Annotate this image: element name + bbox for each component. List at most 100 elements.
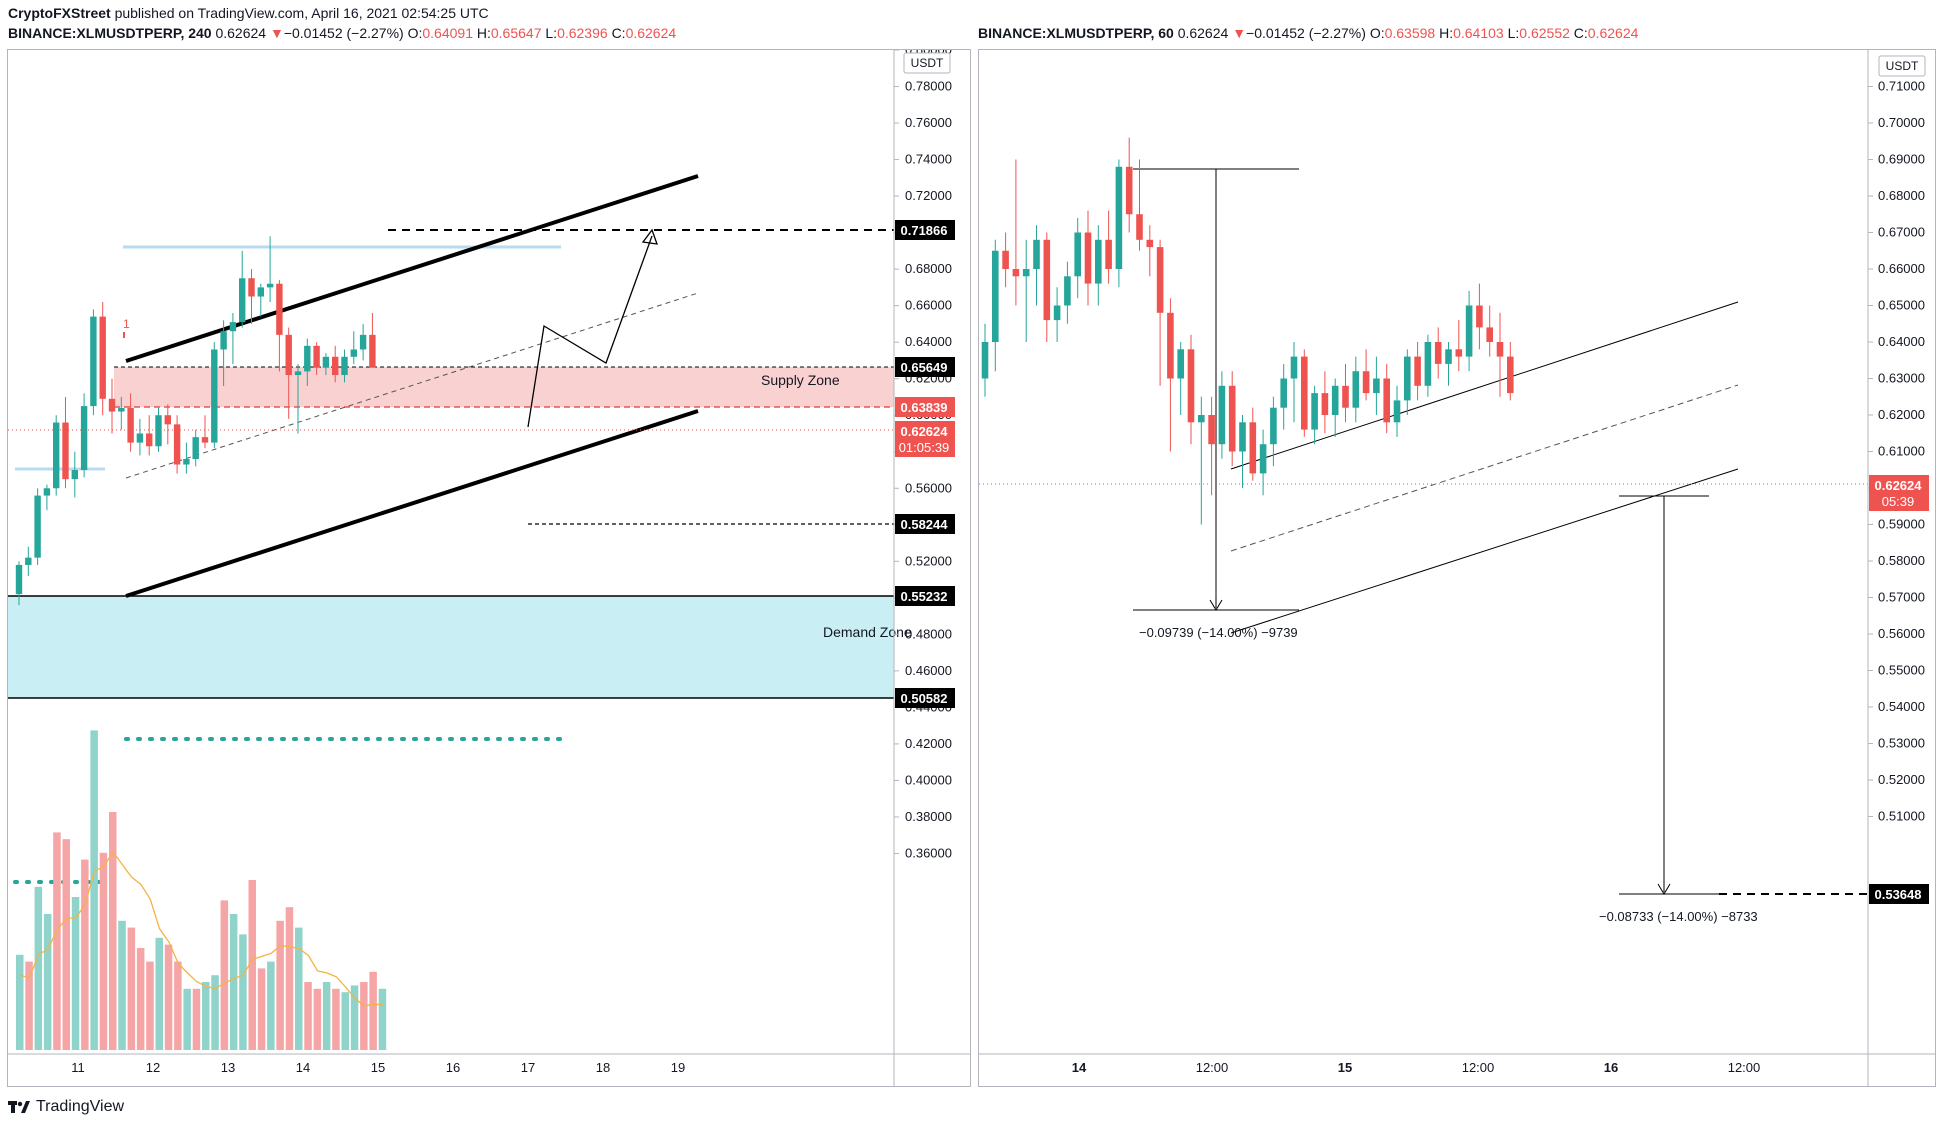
right-price-tag-last: [1869, 475, 1929, 511]
left-ytick-label: 0.74000: [905, 152, 952, 167]
right-candle-body: [1465, 305, 1473, 357]
left-ytick-label: 0.38000: [905, 809, 952, 824]
channel-mid-line[interactable]: [125, 292, 699, 479]
right-xtick-label: 15: [1338, 1060, 1352, 1075]
right-channel-mid[interactable]: [1230, 384, 1739, 552]
right-time-axis[interactable]: 14 12:00 15 12:00 16 12:00: [1072, 1060, 1761, 1075]
left-price-labels: 0.71866 0.65649 0.63839 0.62624 01:05:39…: [895, 220, 955, 708]
right-xtick-label: 12:00: [1728, 1060, 1761, 1075]
left-volume-bar: [155, 937, 163, 1050]
price-tag-support-text: 0.58244: [901, 517, 949, 532]
left-volume-bar: [164, 944, 173, 1050]
left-volume-bar: [81, 859, 89, 1050]
right-candle-body: [981, 342, 989, 379]
channel-lower-line[interactable]: [125, 409, 699, 598]
right-chart-panel[interactable]: −0.09739 (−14.00%) −9739 −0.08733 (−14.0…: [978, 49, 1936, 1087]
projected-path[interactable]: [527, 235, 653, 428]
right-ytick-label: 0.57000: [1878, 590, 1925, 605]
price-tag-supply-top-text: 0.65649: [901, 360, 948, 375]
left-volume-bar: [62, 839, 70, 1050]
right-candle-body: [1373, 378, 1380, 394]
left-currency-box: [903, 52, 951, 74]
left-chart-svg[interactable]: Demand Zone Supply Zone 1 0.800000.78000…: [8, 42, 970, 1086]
tradingview-logo-icon: [8, 1101, 30, 1113]
demand-zone: [8, 596, 894, 698]
left-xtick-label: 17: [521, 1060, 535, 1075]
left-volume-bar: [350, 985, 359, 1050]
left-candle-body: [99, 316, 106, 399]
right-candle-body: [1455, 349, 1463, 357]
price-tag-supply-top: [895, 357, 955, 377]
right-currency-label: USDT: [1886, 59, 1919, 73]
left-ytick-label: 0.36000: [905, 845, 952, 860]
left-volume-bar: [118, 920, 126, 1050]
left-candle-body: [285, 334, 292, 376]
measure1-arrowhead-icon: [1209, 599, 1223, 611]
signal-marker-tick: [123, 332, 125, 338]
right-candle-body: [1393, 400, 1401, 423]
left-volume-bar: [127, 927, 136, 1050]
left-ytick-label: 0.52000: [905, 553, 952, 568]
left-down-arrow-icon: ▼: [269, 25, 284, 41]
left-ytick-label: 0.76000: [905, 115, 952, 130]
right-candle-body: [1352, 371, 1360, 408]
price-tag-support: [895, 514, 955, 534]
right-candle-body: [1002, 250, 1009, 269]
right-price-axis[interactable]: 0.71000 0.70000 0.69000 0.68000 0.67000 0.660…: [1868, 79, 1925, 824]
publisher-name: CryptoFXStreet: [8, 5, 111, 21]
left-volume-ma: [19, 850, 383, 1007]
right-ytick-label: 0.66000: [1878, 261, 1925, 276]
left-candle-body: [108, 398, 116, 412]
right-candle-body: [1095, 239, 1102, 284]
left-change: −0.01452 (−2.27%): [283, 25, 404, 41]
left-volume-bar: [25, 961, 33, 1050]
left-candle-body: [71, 470, 78, 480]
left-candle-body: [90, 316, 97, 407]
left-ytick-label: 0.66000: [905, 298, 952, 313]
left-volume-bar: [136, 948, 145, 1050]
right-candle-body: [1331, 385, 1339, 415]
left-volume-bar: [174, 961, 182, 1050]
left-volume-bar: [109, 812, 117, 1050]
right-candle-body: [1342, 385, 1349, 408]
left-time-axis[interactable]: 11 12 13 14 15 16 17 18 19: [71, 1060, 685, 1075]
right-candle-body: [1290, 356, 1298, 379]
left-xtick-label: 19: [671, 1060, 685, 1075]
left-volume-bar: [71, 897, 80, 1050]
right-close: 0.62624: [1587, 25, 1639, 41]
left-candle-body: [173, 424, 181, 465]
left-volume-bar: [360, 982, 368, 1050]
right-candle-body: [1259, 444, 1267, 474]
measure1-label: −0.09739 (−14.00%) −9739: [1139, 625, 1298, 640]
right-xtick-label: 12:00: [1196, 1060, 1229, 1075]
right-ytick-label: 0.68000: [1878, 188, 1925, 203]
left-ytick-label: 0.68000: [905, 261, 952, 276]
channel-upper-line[interactable]: [125, 174, 699, 363]
right-channel-upper[interactable]: [1230, 301, 1739, 470]
left-candle-body: [229, 322, 237, 332]
left-candle-body: [313, 345, 320, 368]
left-candle-body: [322, 356, 330, 368]
right-candle-body: [1187, 349, 1195, 423]
left-candle-body: [53, 422, 60, 489]
publish-info: CryptoFXStreet published on TradingView.…: [8, 5, 489, 21]
left-candle-body: [248, 278, 255, 297]
right-chart-svg[interactable]: −0.09739 (−14.00%) −9739 −0.08733 (−14.0…: [979, 50, 1935, 1086]
left-candle-body: [62, 422, 69, 480]
left-volume-bar: [295, 927, 303, 1050]
right-candle-body: [1321, 393, 1329, 415]
left-volume-bar: [146, 961, 154, 1050]
right-candle-body: [1445, 349, 1452, 364]
demand-zone-label: Demand Zone: [823, 624, 912, 640]
left-volume-bar: [276, 920, 284, 1050]
left-candle-body: [80, 406, 88, 470]
left-last: 0.62624: [215, 25, 267, 41]
left-chart-panel[interactable]: Demand Zone Supply Zone 1 0.800000.78000…: [7, 42, 971, 1087]
left-candle-body: [239, 278, 246, 323]
right-candle-body: [1249, 422, 1257, 474]
right-channel-lower[interactable]: [1230, 468, 1739, 634]
left-xtick-label: 16: [446, 1060, 460, 1075]
right-ytick-label: 0.62000: [1878, 407, 1925, 422]
left-xtick-label: 15: [371, 1060, 385, 1075]
price-tag-target: [895, 220, 955, 240]
